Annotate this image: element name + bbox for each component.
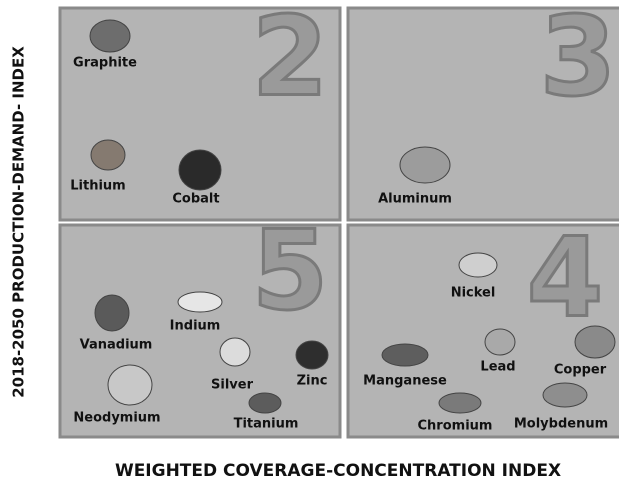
quadrant [58,223,342,439]
mineral-label: Chromium [418,419,493,434]
mineral-image [381,343,429,367]
mineral-image [542,382,588,408]
mineral-image [90,139,126,171]
mineral-image [219,337,251,367]
mineral-image [178,149,222,191]
mineral-image [574,325,616,359]
mineral-label: Nickel [451,286,496,301]
mineral-label: Graphite [73,56,137,71]
mineral-label: Silver [211,378,254,393]
mineral-label: Copper [554,363,607,378]
quadrant [346,6,619,222]
mineral-image [177,291,223,313]
mineral-label: Manganese [363,374,447,389]
mineral-label: Vanadium [80,338,153,353]
quadrant-number: 4 [527,213,604,341]
mineral-image [248,392,282,414]
mineral-image [107,364,153,406]
mineral-image [399,146,451,184]
mineral-label: Neodymium [73,411,160,426]
mineral-label: Molybdenum [514,417,608,432]
mineral-label: Titanium [234,417,299,432]
mineral-label: Lithium [70,179,125,194]
mineral-image [295,340,329,370]
quadrant-number: 2 [252,0,329,120]
quadrant-number: 3 [540,0,617,120]
mineral-image [484,328,516,356]
mineral-image [89,19,131,53]
x-axis-label: WEIGHTED COVERAGE-CONCENTRATION INDEX [115,461,561,481]
mineral-label: Zinc [297,374,328,389]
quadrant-number: 5 [252,206,329,334]
mineral-image [458,252,498,278]
mineral-label: Lead [480,360,515,375]
mineral-label: Indium [170,319,221,334]
mineral-image [94,294,130,332]
mineral-label: Cobalt [172,192,219,207]
mineral-image [438,392,482,414]
y-axis-label: 2018-2050 PRODUCTION-DEMAND- INDEX [10,46,28,398]
mineral-label: Aluminum [378,192,452,207]
